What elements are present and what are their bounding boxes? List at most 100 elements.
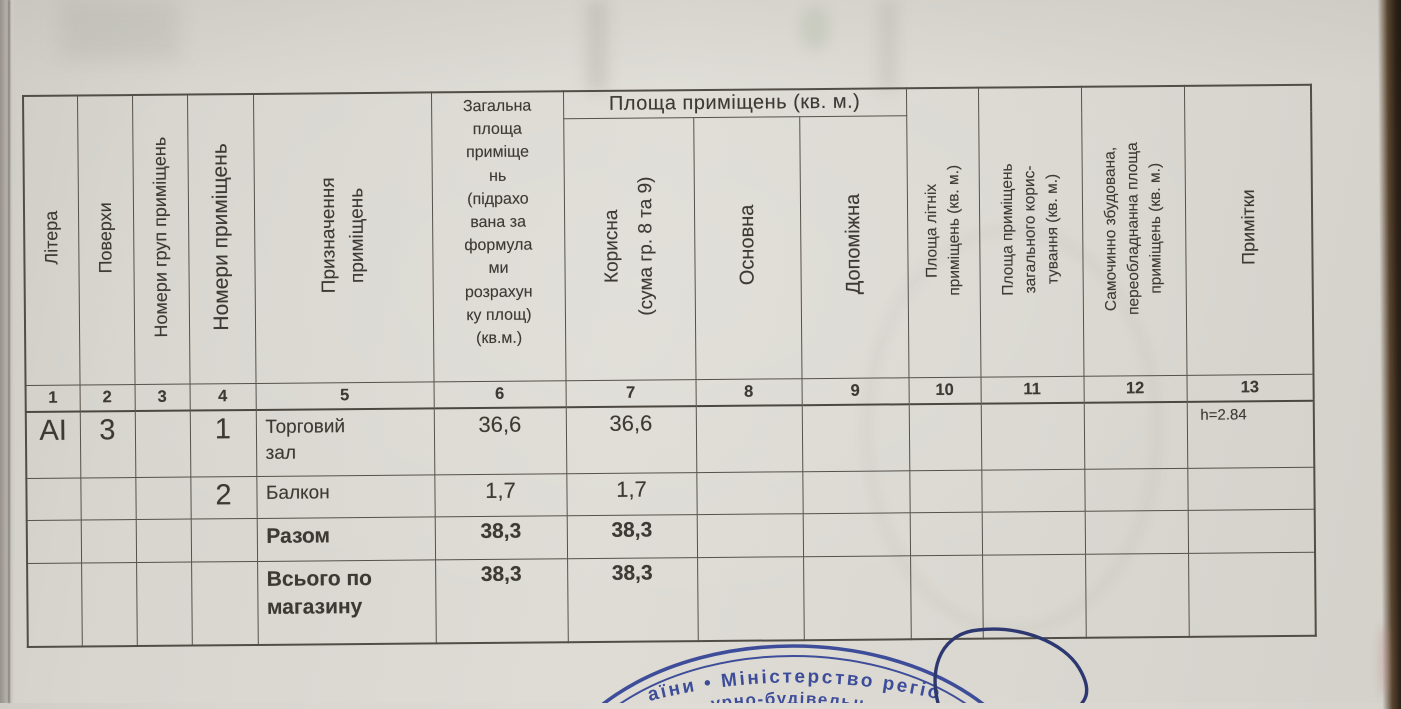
table-cell [136, 561, 192, 647]
column-number: 3 [134, 383, 190, 412]
table-cell [802, 512, 911, 557]
table-cell [1084, 509, 1189, 554]
table-cell [801, 404, 910, 472]
table-cell [1188, 551, 1316, 637]
bleed-through-smudge [878, 0, 898, 92]
column-number: 4 [189, 382, 256, 411]
table-cell [981, 510, 1086, 555]
table-cell [1187, 508, 1316, 553]
table-cell: Разом [256, 516, 436, 561]
column-number: 10 [908, 376, 981, 405]
stamp-outer-ring-inner-line [619, 655, 967, 703]
table-cell: 3 [79, 411, 136, 478]
table-cell [696, 471, 803, 515]
table-cell: АІ [25, 411, 81, 478]
header-nomery-prymishchen: Номери приміщень [187, 93, 256, 384]
table-cell [135, 476, 191, 520]
header-dopomizhna: Допоміжна [799, 115, 909, 379]
floor-area-table-wrap: Літера Поверхи Номери груп приміщень Ном… [22, 83, 1317, 648]
pen-circle-annotation [933, 627, 1089, 703]
header-pryznachennia-label: Призначення приміщень [317, 177, 368, 294]
table-cell: 1,7 [566, 472, 697, 516]
table-cell: 36,6 [565, 406, 697, 474]
header-nomery-hrup: Номери груп приміщень [132, 94, 190, 385]
table-cell: 38,3 [434, 515, 568, 560]
table-cell [909, 469, 982, 513]
header-zahalna-ploshcha: Загальна площа приміще нь (підрахо вана … [430, 91, 566, 382]
header-samochynno-zbudovana-label: Самочинно збудована, переобладнанна площ… [1101, 142, 1165, 315]
column-number: 1 [25, 384, 80, 412]
table-cell [696, 513, 804, 558]
table-cell [802, 470, 910, 514]
header-nomery-hrup-label: Номери груп приміщень [149, 136, 172, 338]
table-cell: h=2.84 [1186, 400, 1315, 468]
header-dopomizhna-label: Допоміжна [841, 193, 865, 295]
column-number: 2 [79, 384, 135, 412]
table-cell: 1,7 [434, 473, 567, 517]
header-litera-label: Літера [41, 210, 62, 266]
header-zahalnoho-korystuvannia: Площа приміщень загального корис- туванн… [977, 86, 1084, 377]
table-cell [908, 403, 982, 471]
header-pryznachennia: Призначення приміщень [252, 92, 434, 383]
table-cell: 38,3 [567, 557, 698, 643]
table-cell: Торговий зал [255, 408, 435, 476]
header-zahalna-ploshcha-label: Загальна площа приміще нь (підрахо вана … [462, 97, 533, 347]
header-korysna: Корисна (сума гр. 8 та 9) [563, 117, 696, 381]
table-cell: 2 [190, 475, 257, 519]
header-osnovna: Основна [693, 116, 802, 380]
header-poverkhy: Поверхи [77, 95, 135, 385]
corner-shadow [60, 0, 180, 60]
column-number: 8 [695, 378, 802, 407]
table-cell [1083, 401, 1188, 469]
table-cell [80, 519, 137, 563]
column-number: 12 [1083, 374, 1187, 403]
page-right-edge [1377, 0, 1401, 709]
header-nomery-prymishchen-label: Номери приміщень [208, 142, 233, 331]
table-cell [981, 468, 1085, 512]
scan-color-smear [1379, 625, 1389, 695]
column-number: 5 [255, 381, 434, 410]
table-cell: 1 [189, 409, 257, 477]
column-number: 11 [980, 375, 1084, 404]
bleed-through-smudge [800, 6, 830, 50]
group-header-ploshcha-prymishchen: Площа приміщень (кв. м.) [562, 88, 907, 119]
column-number: 9 [801, 377, 909, 406]
table-cell [695, 405, 803, 473]
bleed-through-smudge [586, 0, 608, 92]
table-cell [1187, 466, 1315, 510]
header-prymitky: Примітки [1183, 84, 1314, 375]
column-number: 13 [1186, 373, 1314, 402]
table-cell [803, 555, 911, 641]
table-cell [980, 402, 1085, 470]
table-cell [26, 477, 81, 520]
page-left-edge [0, 0, 15, 703]
page-left-edge-line [8, 0, 10, 703]
column-number: 6 [433, 380, 566, 409]
ministry-round-stamp: аїни • Міністерство регіо урно-будівельн [601, 644, 985, 703]
header-prymitky-label: Примітки [1237, 189, 1259, 266]
table-cell: 38,3 [435, 558, 568, 644]
table-row: АІ 3 1 Торговий зал 36,6 36,6 h=2.84 [25, 400, 1315, 478]
table-cell [982, 553, 1086, 639]
table-cell [910, 554, 983, 640]
table-cell [80, 477, 136, 520]
table-cell [697, 556, 804, 642]
table-cell [909, 511, 983, 556]
header-ploshcha-litnikh: Площа літніх приміщень (кв. м.) [905, 87, 981, 378]
floor-area-table: Літера Поверхи Номери груп приміщень Ном… [22, 83, 1317, 648]
column-number: 7 [565, 379, 696, 408]
header-samochynno-zbudovana: Самочинно збудована, переобладнанна площ… [1080, 85, 1187, 376]
table-cell: 38,3 [566, 514, 698, 559]
header-litera: Літера [23, 95, 80, 385]
table-cell [191, 560, 258, 646]
table-cell [135, 518, 192, 563]
header-ploshcha-litnikh-label: Площа літніх приміщень (кв. м.) [922, 164, 963, 296]
table-cell [1085, 552, 1189, 638]
stamp-inner-text: урно-будівельн [710, 689, 867, 703]
header-zahalnoho-korystuvannia-label: Площа приміщень загального корис- туванн… [998, 163, 1062, 296]
table-cell: Всього по магазину [257, 559, 436, 645]
table-cell [26, 519, 82, 563]
stamp-outer-ring [601, 644, 985, 703]
stamp-outer-text: аїни • Міністерство регіо [646, 666, 944, 703]
table-cell [81, 562, 137, 647]
